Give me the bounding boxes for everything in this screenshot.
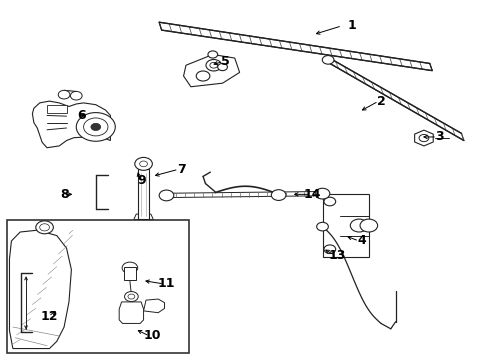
Polygon shape — [143, 299, 164, 313]
Circle shape — [217, 63, 227, 71]
Bar — [47, 105, 66, 113]
Text: 11: 11 — [158, 278, 175, 291]
Circle shape — [83, 118, 108, 136]
Polygon shape — [134, 214, 153, 220]
Polygon shape — [166, 192, 322, 198]
Text: 3: 3 — [434, 130, 443, 144]
Polygon shape — [159, 22, 431, 71]
Circle shape — [40, 224, 49, 231]
Circle shape — [76, 113, 115, 141]
Polygon shape — [183, 54, 239, 87]
Text: 10: 10 — [143, 329, 160, 342]
Circle shape — [135, 157, 152, 170]
Circle shape — [315, 188, 329, 199]
Circle shape — [324, 197, 335, 206]
Circle shape — [207, 51, 217, 58]
Text: 2: 2 — [376, 95, 385, 108]
Circle shape — [196, 71, 209, 81]
Polygon shape — [32, 101, 110, 148]
Polygon shape — [326, 56, 463, 140]
Text: 13: 13 — [328, 249, 345, 262]
Circle shape — [70, 91, 82, 100]
Circle shape — [122, 262, 138, 274]
Circle shape — [36, 221, 53, 234]
Circle shape — [209, 62, 217, 68]
Circle shape — [316, 222, 328, 231]
Circle shape — [349, 219, 367, 232]
Bar — [138, 169, 149, 220]
Text: 7: 7 — [176, 163, 185, 176]
Text: 4: 4 — [356, 234, 365, 247]
Text: 14: 14 — [304, 188, 321, 201]
Circle shape — [271, 190, 285, 201]
Text: 6: 6 — [77, 109, 85, 122]
Text: 5: 5 — [220, 55, 229, 68]
Circle shape — [128, 294, 135, 299]
Polygon shape — [9, 230, 71, 348]
Text: 12: 12 — [41, 310, 58, 323]
Text: 9: 9 — [138, 174, 146, 186]
Bar — [124, 267, 136, 280]
Circle shape — [324, 245, 335, 253]
Circle shape — [124, 292, 138, 302]
Circle shape — [359, 219, 377, 232]
Text: 1: 1 — [346, 19, 355, 32]
Circle shape — [140, 161, 147, 167]
Circle shape — [205, 59, 221, 71]
Circle shape — [159, 190, 173, 201]
Circle shape — [418, 134, 428, 141]
Circle shape — [322, 55, 333, 64]
Circle shape — [58, 90, 70, 99]
Circle shape — [91, 123, 101, 131]
Bar — [322, 194, 368, 257]
Text: 8: 8 — [60, 188, 68, 201]
Bar — [6, 220, 189, 353]
Polygon shape — [414, 130, 432, 146]
Polygon shape — [119, 302, 143, 323]
